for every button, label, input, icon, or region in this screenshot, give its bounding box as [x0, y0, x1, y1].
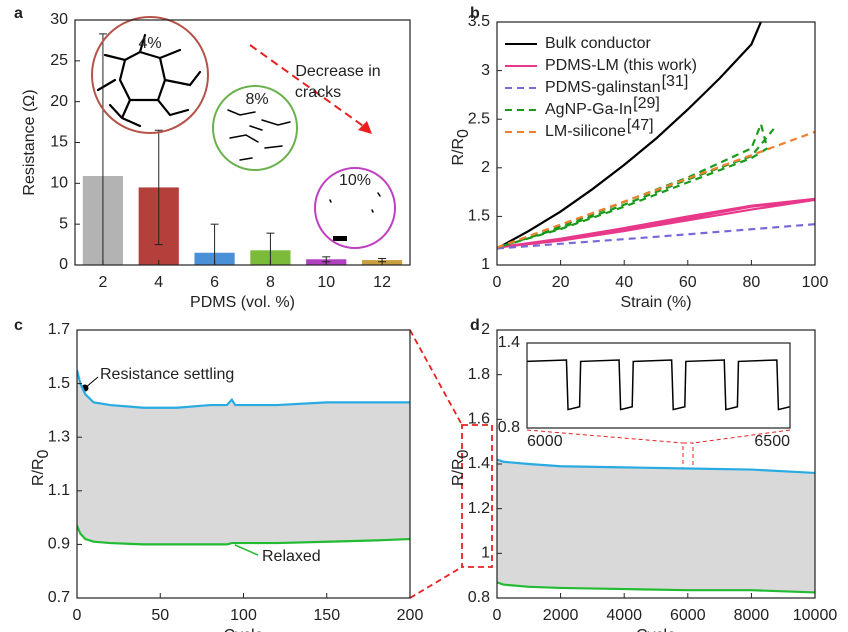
- x-tick-label: 50: [151, 607, 169, 624]
- y-axis-label-sub: 0: [455, 129, 472, 138]
- y-axis-label: R/R: [450, 458, 467, 486]
- x-tick-label: 6000: [670, 607, 706, 624]
- x-tick-label: 0: [493, 274, 502, 291]
- crack-image-8: [228, 110, 290, 160]
- legend-superscript: [31]: [662, 73, 689, 90]
- band-fill: [497, 460, 815, 593]
- x-tick-label: 100: [802, 274, 829, 291]
- y-tick-label: 1.4: [498, 334, 520, 351]
- y-tick-label: 1: [481, 256, 490, 273]
- y-tick-label: 1.5: [48, 375, 70, 392]
- y-tick-label: 25: [50, 52, 68, 69]
- x-tick-label: 40: [615, 274, 633, 291]
- y-tick-label: 3: [481, 62, 490, 79]
- annotation: 4%: [138, 35, 161, 52]
- x-tick-label: 10: [317, 274, 335, 291]
- scale-bar: [333, 236, 347, 241]
- settling-pointer: [85, 377, 98, 388]
- x-tick-label: 0: [73, 607, 82, 624]
- y-tick-label: 30: [50, 11, 68, 28]
- y-tick-label: 1.8: [468, 366, 490, 383]
- y-tick-label: 1.3: [48, 428, 70, 445]
- x-tick-label: 150: [313, 607, 340, 624]
- x-tick-label: 8000: [734, 607, 770, 624]
- legend-label: LM-silicone: [545, 123, 626, 140]
- x-axis-label: PDMS (vol. %): [190, 294, 295, 311]
- legend-label: PDMS-galinstan: [545, 79, 661, 96]
- x-tick-label: 2000: [543, 607, 579, 624]
- series-line: [497, 224, 815, 248]
- x-axis-label: Strain (%): [620, 294, 691, 311]
- x-tick-label: 6: [210, 274, 219, 291]
- y-tick-label: 1: [481, 545, 490, 562]
- x-tick-label: 10000: [793, 607, 838, 624]
- y-axis-label: Resistance (Ω): [21, 89, 38, 195]
- annotation: cracks: [295, 84, 341, 101]
- y-tick-label: 5: [59, 215, 68, 232]
- x-tick-label: 4: [154, 274, 163, 291]
- panel-label: d: [470, 317, 480, 334]
- x-tick-label: 200: [397, 607, 424, 624]
- annotation: Resistance settling: [100, 366, 234, 383]
- y-tick-label: 15: [50, 134, 68, 151]
- y-tick-label: 1.6: [468, 411, 490, 428]
- y-axis-label-sub: 0: [455, 449, 472, 458]
- y-tick-label: 0.9: [48, 536, 70, 553]
- annotation: Relaxed: [262, 548, 321, 565]
- y-axis-label: R/R: [30, 458, 47, 486]
- x-tick-label: 8: [266, 274, 275, 291]
- plot-area: [77, 370, 410, 544]
- y-tick-label: 0.8: [468, 589, 490, 606]
- x-axis-label: Cycle: [223, 627, 263, 632]
- x-tick-label: 6500: [754, 433, 790, 450]
- x-tick-label: 100: [230, 607, 257, 624]
- legend-superscript: [29]: [633, 95, 660, 112]
- x-axis-label: Cycle: [636, 627, 676, 632]
- legend-label: AgNP-Ga-In: [545, 101, 632, 118]
- x-tick-label: 80: [743, 274, 761, 291]
- series-line: [497, 199, 815, 248]
- y-tick-label: 10: [50, 175, 68, 192]
- axes-frame: [75, 20, 410, 265]
- y-tick-label: 0.8: [498, 419, 520, 436]
- x-tick-label: 2: [98, 274, 107, 291]
- x-tick-label: 12: [373, 274, 391, 291]
- x-tick-label: 4000: [606, 607, 642, 624]
- y-axis-label-sub: 0: [35, 449, 52, 458]
- x-tick-label: 60: [679, 274, 697, 291]
- panel-label: c: [14, 317, 23, 334]
- x-tick-label: 6000: [527, 433, 563, 450]
- band-fill: [77, 370, 410, 544]
- panel-label: a: [14, 5, 23, 22]
- annotation: 10%: [339, 172, 371, 189]
- annotation: Decrease in: [295, 63, 380, 80]
- relaxed-pointer: [235, 545, 258, 555]
- y-tick-label: 1.1: [48, 482, 70, 499]
- inset-bg: [527, 343, 790, 428]
- x-tick-label: 20: [552, 274, 570, 291]
- y-tick-label: 1.7: [48, 321, 70, 338]
- plot-area: [497, 460, 815, 593]
- y-tick-label: 2: [481, 321, 490, 338]
- crack-image-10: [330, 193, 380, 241]
- legend-label: PDMS-LM (this work): [545, 57, 697, 74]
- y-tick-label: 0.7: [48, 589, 70, 606]
- panel-label: b: [470, 5, 480, 22]
- annotation: 8%: [245, 91, 268, 108]
- x-tick-label: 0: [493, 607, 502, 624]
- y-tick-label: 0: [59, 256, 68, 273]
- legend-superscript: [47]: [627, 117, 654, 134]
- y-tick-label: 20: [50, 93, 68, 110]
- y-tick-label: 2.5: [468, 110, 490, 127]
- y-tick-label: 2: [481, 159, 490, 176]
- legend-label: Bulk conductor: [545, 35, 652, 52]
- y-tick-label: 1.5: [468, 208, 490, 225]
- figure: 24681012051015202530aPDMS (vol. %)Resist…: [0, 0, 848, 632]
- y-tick-label: 1.2: [468, 500, 490, 517]
- y-axis-label: R/R: [450, 138, 467, 166]
